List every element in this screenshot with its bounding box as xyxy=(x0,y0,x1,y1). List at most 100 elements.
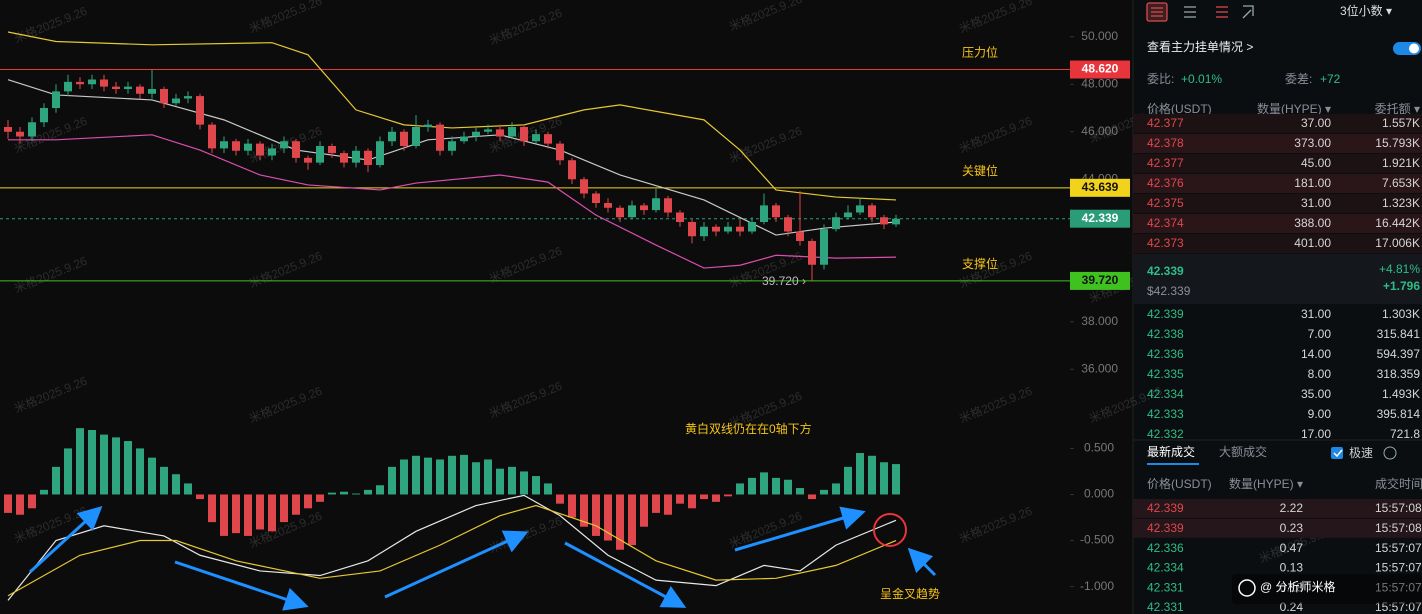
candle-body xyxy=(892,218,900,225)
macd-line xyxy=(7,504,897,597)
ask-cell: 16.442K xyxy=(1375,216,1420,230)
icon-lines xyxy=(1151,7,1163,17)
macd-bar xyxy=(28,494,36,509)
candle-body xyxy=(172,98,180,104)
bid-cell: 395.814 xyxy=(1377,407,1421,421)
macd-tick-label: -0.500 xyxy=(1080,533,1114,547)
candle-body xyxy=(64,81,72,92)
ask-cell: 42.373 xyxy=(1147,236,1184,250)
macd-bar xyxy=(208,494,216,523)
ask-cell: 42.376 xyxy=(1147,176,1184,190)
candle-body xyxy=(568,160,576,180)
macd-bar xyxy=(712,494,720,502)
candle-body xyxy=(496,129,504,137)
annotation: 呈金叉趋势 xyxy=(880,586,940,601)
last-bg xyxy=(1133,254,1422,304)
macd-bar xyxy=(784,479,792,495)
macd-bar xyxy=(640,494,648,527)
macd-bar xyxy=(280,494,288,523)
macd-line xyxy=(7,494,897,601)
macd-bar xyxy=(160,466,168,495)
candle-body xyxy=(556,143,564,161)
ask-row-bg xyxy=(1133,194,1422,213)
macd-bar xyxy=(736,483,744,495)
macd-bar xyxy=(100,434,108,495)
ask-cell: 15.793K xyxy=(1375,136,1420,150)
candle-body xyxy=(280,141,288,149)
candle-body xyxy=(640,205,648,211)
macd-bar xyxy=(340,491,348,495)
candle-body xyxy=(4,127,12,132)
ask-cell: 181.00 xyxy=(1294,176,1331,190)
level-name: 关键位 xyxy=(962,163,998,178)
candle-body xyxy=(676,212,684,222)
icon[interactable] xyxy=(1184,6,1196,18)
last-price: 42.339 xyxy=(1147,264,1184,278)
candle-body xyxy=(304,157,312,163)
candle-body xyxy=(100,79,108,87)
trade-header: 价格(USDT) xyxy=(1147,476,1212,491)
ask-row-bg xyxy=(1133,154,1422,173)
diff: +72 xyxy=(1320,72,1341,86)
checkbox[interactable] xyxy=(1331,447,1343,459)
ask-row-bg xyxy=(1133,174,1422,193)
candle-body xyxy=(316,146,324,163)
macd-bar xyxy=(472,462,480,495)
cross-circle xyxy=(873,513,907,547)
bid-cell: 7.00 xyxy=(1308,327,1332,341)
candle-body xyxy=(208,124,216,149)
level-label: 48.620 xyxy=(1082,62,1119,76)
macd-bar xyxy=(292,494,300,515)
decimals: 3位小数 ▾ xyxy=(1340,3,1392,18)
arrow xyxy=(564,541,687,608)
candle-body xyxy=(724,226,732,232)
candle-body xyxy=(292,141,300,158)
candle-body xyxy=(736,226,744,232)
macd-bar xyxy=(40,489,48,495)
ask-cell: 42.377 xyxy=(1147,116,1184,130)
trade-cell: 15:57:08 xyxy=(1375,501,1422,515)
candle-body xyxy=(424,124,432,127)
macd-bar xyxy=(556,494,564,504)
macd-bar xyxy=(88,430,96,495)
candle-body xyxy=(748,222,756,232)
bid-cell: 42.338 xyxy=(1147,327,1184,341)
column-header: 委托额 ▾ xyxy=(1375,102,1420,116)
settings-icon[interactable] xyxy=(1383,446,1397,460)
candle-body xyxy=(460,136,468,142)
trade-cell: 42.331 xyxy=(1147,600,1184,614)
ask-cell: 1.557K xyxy=(1382,116,1420,130)
ask-cell: 1.921K xyxy=(1382,156,1420,170)
last-usd: $42.339 xyxy=(1147,284,1191,298)
band-line xyxy=(8,134,897,269)
ask-row-bg xyxy=(1133,214,1422,233)
macd-bar xyxy=(748,477,756,495)
ask-cell: 7.653K xyxy=(1382,176,1420,190)
bid-cell: 8.00 xyxy=(1308,367,1332,381)
bid-cell: 594.397 xyxy=(1377,347,1421,361)
macd-bar xyxy=(268,494,276,532)
tab[interactable]: 最新成交 xyxy=(1147,444,1195,459)
macd-bar xyxy=(328,492,336,495)
toolbar-icons xyxy=(1146,2,1254,22)
bid-cell: 31.00 xyxy=(1301,307,1331,321)
macd-bar xyxy=(172,474,180,495)
macd-bar xyxy=(400,459,408,495)
arrow xyxy=(907,547,937,577)
macd-bar xyxy=(352,493,360,495)
level-tag xyxy=(1070,60,1130,79)
tab[interactable]: 大额成交 xyxy=(1219,444,1267,459)
icon[interactable] xyxy=(1242,5,1254,19)
trade-cell: 15:57:07 xyxy=(1375,580,1422,594)
macd-bar xyxy=(772,477,780,495)
icon[interactable] xyxy=(1216,6,1228,18)
macd-bar xyxy=(496,468,504,495)
macd-bar xyxy=(856,453,864,495)
candle-body xyxy=(352,150,360,163)
candle-body xyxy=(376,141,384,165)
trade-cell: 42.336 xyxy=(1147,541,1184,555)
ask-cell: 1.323K xyxy=(1382,196,1420,210)
ask-cell: 42.377 xyxy=(1147,156,1184,170)
macd-bar xyxy=(676,494,684,504)
